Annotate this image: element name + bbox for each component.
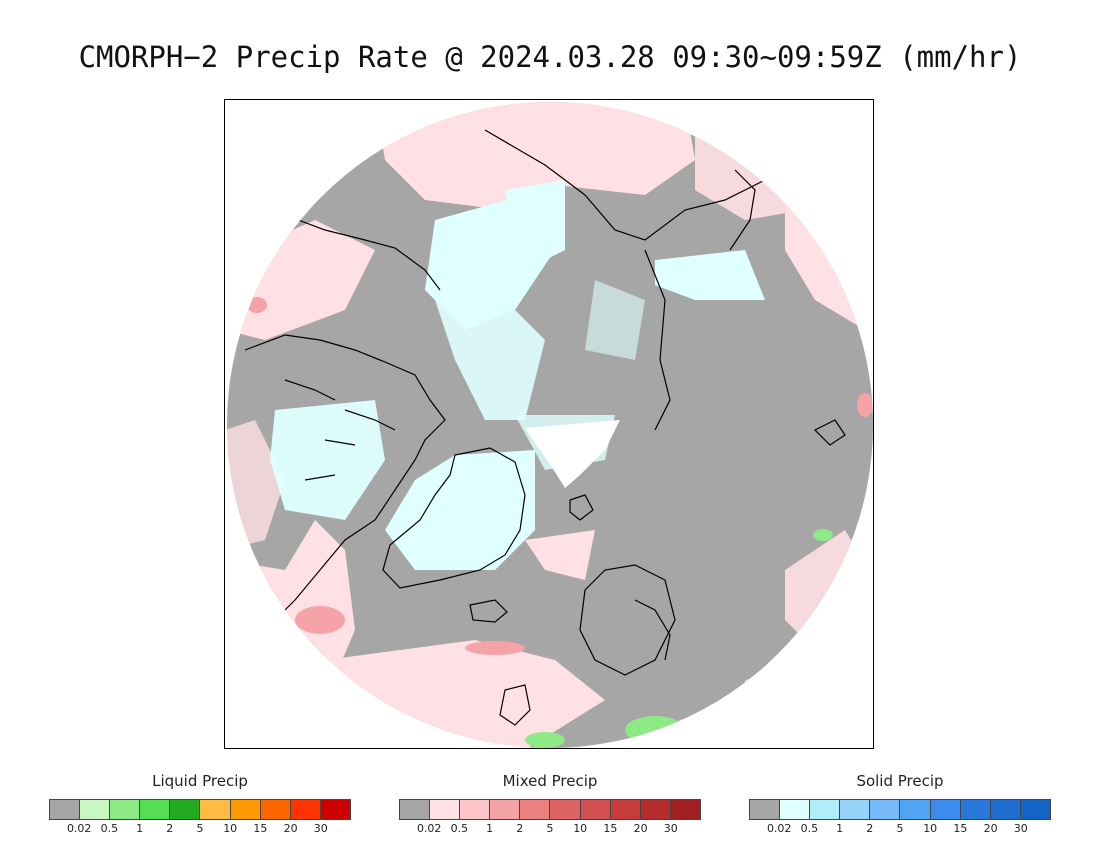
legend-tick-label: 15: [253, 822, 268, 835]
legend-swatches: [749, 799, 1051, 820]
legend-title: Mixed Precip: [502, 772, 598, 790]
legend-tick-label: 2: [166, 822, 174, 835]
legend-swatch: [780, 800, 811, 819]
legend-swatch: [870, 800, 901, 819]
legend-tick-label: 0.02: [416, 822, 442, 835]
legend-swatch: [550, 800, 581, 819]
coastlines: [244, 129, 846, 726]
legend-tick-label: 1: [836, 822, 844, 835]
legend-tick-label: 15: [953, 822, 968, 835]
legend-swatch: [80, 800, 111, 819]
legend-swatch: [460, 800, 491, 819]
legend-tick-label: 0.5: [800, 822, 819, 835]
legend-tick-label: 5: [196, 822, 204, 835]
legend-swatch: [580, 800, 611, 819]
legend-solid-precip: Solid Precip 0.02 0.5 1 2 5 10 15 20 30: [749, 772, 1051, 838]
map-frame: [224, 99, 874, 749]
legend-swatch: [490, 800, 521, 819]
legend-ticks: 0.02 0.5 1 2 5 10 15 20 30: [49, 822, 351, 838]
legend-ticks: 0.02 0.5 1 2 5 10 15 20 30: [399, 822, 701, 838]
legend-swatch: [170, 800, 201, 819]
legend-tick-label: 0.5: [100, 822, 119, 835]
legend-tick-label: 1: [486, 822, 494, 835]
legend-swatch: [520, 800, 551, 819]
legend-swatch: [230, 800, 261, 819]
legend-title: Solid Precip: [856, 772, 944, 790]
legend-tick-label: 20: [283, 822, 298, 835]
legend-swatch: [140, 800, 171, 819]
legend-swatch: [750, 800, 781, 819]
legend-swatch: [900, 800, 931, 819]
legend-title: Liquid Precip: [152, 772, 248, 790]
legend-tick-label: 0.02: [66, 822, 92, 835]
no-data-pole-area: [525, 420, 620, 488]
legend-tick-label: 30: [663, 822, 678, 835]
legend-swatch: [960, 800, 991, 819]
legend-tick-label: 30: [313, 822, 328, 835]
legend-liquid-precip: Liquid Precip 0.02 0.5 1 2 5 10 15 20 30: [49, 772, 351, 838]
mixed-precip-moderate-areas: [247, 297, 873, 655]
legend-swatch: [200, 800, 231, 819]
legend-tick-label: 2: [516, 822, 524, 835]
legend-tick-label: 2: [866, 822, 874, 835]
legend-swatch: [320, 800, 350, 819]
legend-tick-label: 1: [136, 822, 144, 835]
legend-swatch: [810, 800, 841, 819]
legend-swatch: [1020, 800, 1050, 819]
legend-swatch: [260, 800, 291, 819]
legend-tick-label: 5: [896, 822, 904, 835]
legend-tick-label: 20: [633, 822, 648, 835]
legend-swatch: [50, 800, 81, 819]
legend-tick-label: 10: [923, 822, 938, 835]
legend-swatch: [930, 800, 961, 819]
legend-tick-label: 0.02: [766, 822, 792, 835]
map-title: CMORPH−2 Precip Rate @ 2024.03.28 09:30~…: [78, 40, 1022, 74]
legend-tick-label: 15: [603, 822, 618, 835]
legend-tick-label: 10: [573, 822, 588, 835]
legend-swatch: [400, 800, 431, 819]
legend-swatch: [610, 800, 641, 819]
legend-tick-label: 10: [223, 822, 238, 835]
solid-precip-light-areas: [270, 180, 765, 570]
legend-swatch: [670, 800, 700, 819]
legend-swatch: [840, 800, 871, 819]
polar-precip-map: [227, 102, 873, 748]
legend-tick-label: 5: [546, 822, 554, 835]
legend-ticks: 0.02 0.5 1 2 5 10 15 20 30: [749, 822, 1051, 838]
legend-swatch: [110, 800, 141, 819]
legend-tick-label: 30: [1013, 822, 1028, 835]
legend-swatches: [399, 799, 701, 820]
legend-swatch: [430, 800, 461, 819]
legend-swatch: [990, 800, 1021, 819]
legend-swatch: [640, 800, 671, 819]
legend-swatch: [290, 800, 321, 819]
legend-tick-label: 20: [983, 822, 998, 835]
legend-tick-label: 0.5: [450, 822, 469, 835]
legend-swatches: [49, 799, 351, 820]
legend-mixed-precip: Mixed Precip 0.02 0.5 1 2 5 10 15 20 30: [399, 772, 701, 838]
